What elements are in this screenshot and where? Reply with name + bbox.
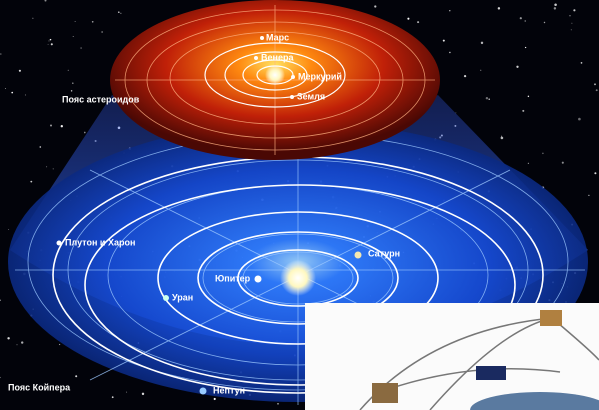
star — [449, 52, 450, 53]
star — [520, 17, 522, 19]
star — [50, 39, 52, 41]
star — [578, 118, 581, 121]
satellite-inset — [305, 303, 599, 410]
label: Уран — [172, 292, 193, 302]
star — [73, 36, 74, 37]
star — [61, 125, 63, 127]
star — [7, 337, 9, 339]
star — [417, 21, 419, 23]
star — [464, 75, 466, 77]
solar-system-illustration: Марс Венера Меркурий Земля Пояс астероид… — [0, 0, 599, 410]
star — [53, 168, 54, 169]
star — [407, 18, 409, 20]
star — [571, 29, 572, 30]
star — [594, 172, 596, 174]
star — [17, 344, 18, 345]
star — [75, 375, 77, 377]
star — [277, 403, 279, 405]
star — [522, 110, 524, 112]
star — [32, 18, 33, 19]
star — [374, 5, 376, 7]
star — [542, 153, 543, 154]
star — [11, 92, 13, 94]
star — [480, 70, 481, 71]
star — [75, 21, 76, 22]
star — [588, 195, 589, 196]
label: Меркурий — [298, 71, 342, 81]
star — [596, 89, 598, 91]
label: Сатурн — [368, 248, 400, 258]
star — [544, 22, 545, 23]
star — [72, 82, 74, 84]
star — [59, 344, 60, 345]
star — [455, 112, 456, 113]
star — [501, 136, 502, 137]
star — [501, 137, 504, 140]
star — [5, 88, 6, 89]
star — [569, 15, 570, 16]
label: Нептун — [213, 385, 245, 395]
star — [80, 47, 82, 49]
label: Венера — [261, 52, 294, 62]
star — [46, 166, 47, 167]
star — [449, 10, 450, 11]
star — [528, 96, 529, 97]
star — [50, 125, 52, 127]
label: Марс — [266, 32, 289, 42]
star — [51, 43, 53, 45]
star — [554, 3, 557, 6]
star — [498, 7, 500, 9]
star — [581, 62, 583, 64]
star — [25, 94, 26, 95]
inner-system — [110, 0, 440, 160]
star — [120, 13, 121, 14]
star — [112, 396, 114, 398]
star — [71, 90, 72, 91]
star — [101, 31, 102, 32]
star — [571, 23, 572, 24]
star — [488, 98, 489, 99]
star — [594, 83, 596, 85]
star — [30, 181, 32, 183]
star — [68, 70, 69, 71]
star — [214, 398, 216, 400]
label: Плутон и Харон — [65, 237, 135, 247]
star — [49, 40, 50, 41]
label: Пояс Койпера — [8, 382, 71, 392]
star — [573, 9, 575, 11]
star — [142, 393, 144, 395]
star — [48, 44, 49, 45]
label: Пояс астероидов — [62, 94, 140, 104]
star — [443, 40, 445, 42]
star — [562, 162, 564, 164]
star — [516, 66, 518, 68]
star — [92, 21, 94, 23]
star — [39, 146, 41, 148]
star — [481, 42, 483, 44]
star — [528, 163, 529, 164]
star — [525, 47, 526, 48]
star — [126, 392, 127, 393]
star — [0, 53, 2, 55]
star — [554, 7, 556, 9]
star — [21, 341, 23, 343]
label: Земля — [297, 91, 325, 101]
star — [525, 20, 526, 21]
star — [84, 132, 86, 134]
star — [118, 11, 120, 13]
star — [8, 229, 9, 230]
star — [486, 97, 488, 99]
label: Юпитер — [215, 273, 251, 283]
star — [19, 70, 21, 72]
